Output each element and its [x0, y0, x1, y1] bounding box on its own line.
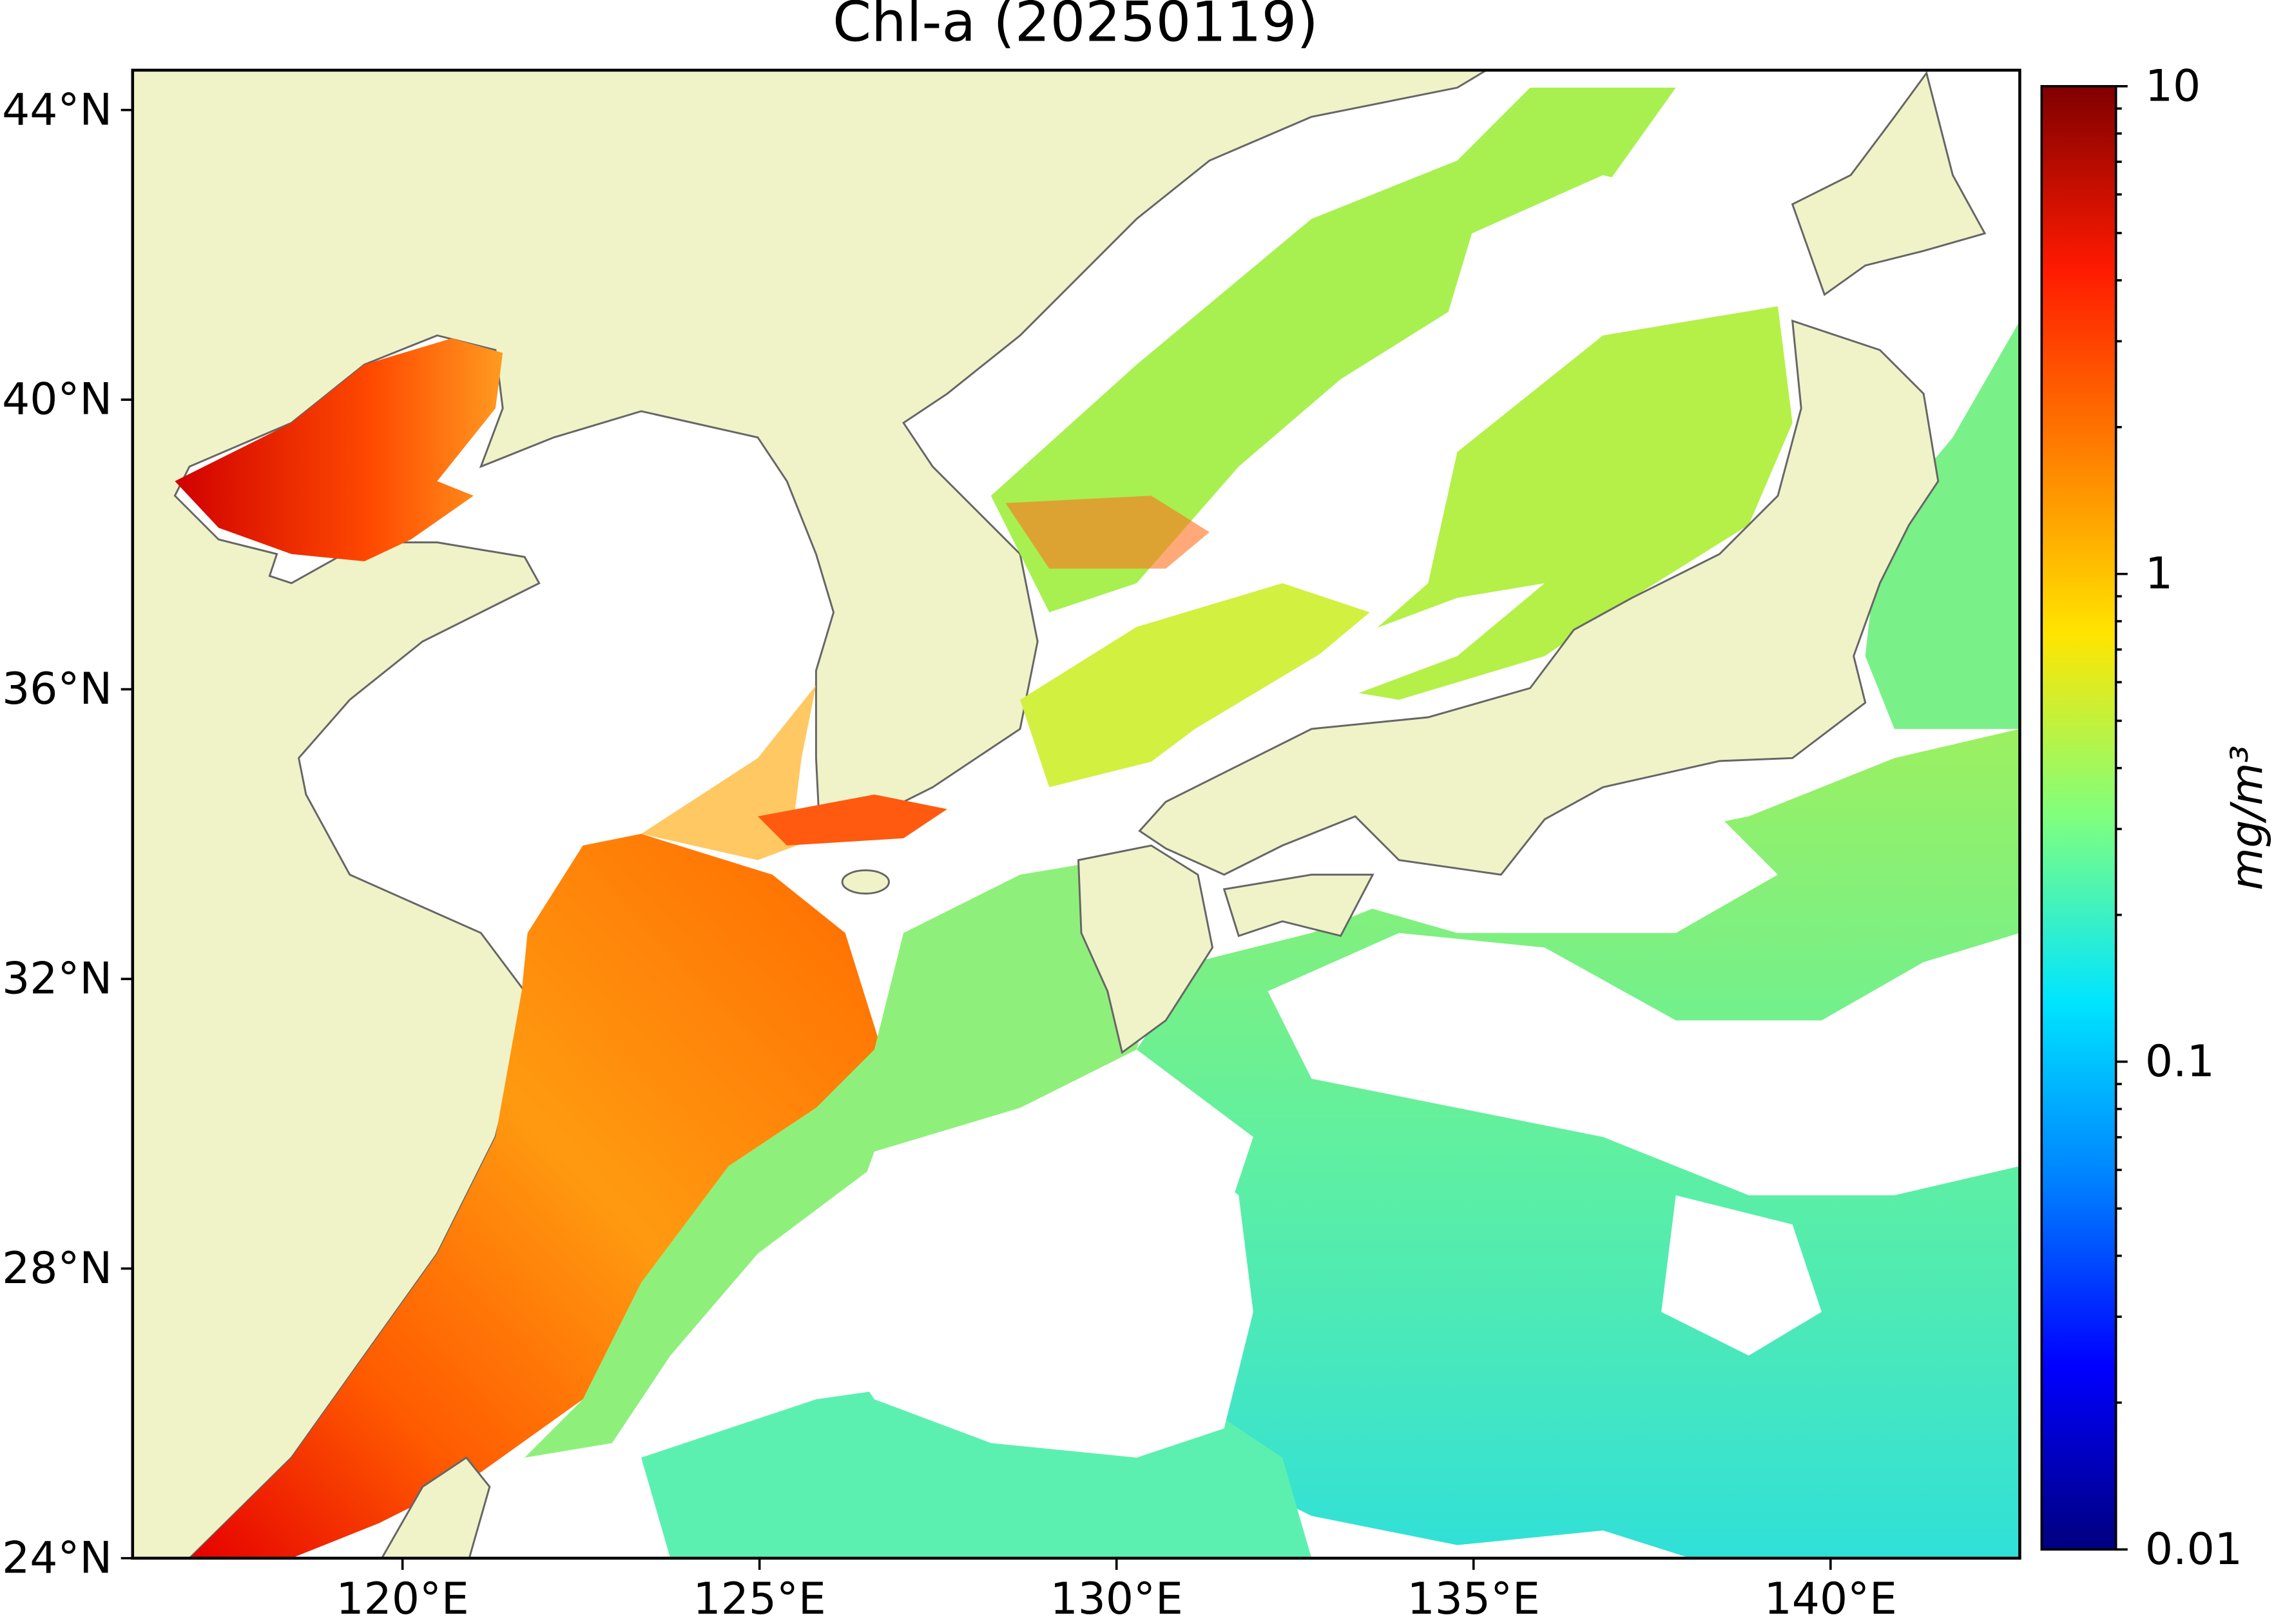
cloud	[1428, 175, 1720, 409]
cloud	[1661, 1195, 1822, 1356]
taiwan	[380, 1456, 491, 1558]
chl-pacific-north	[1865, 320, 2020, 730]
y-tick-label: 24°N	[2, 1532, 112, 1583]
map-area	[132, 70, 2020, 1558]
y-tick-label: 36°N	[2, 663, 112, 714]
cloud	[1078, 583, 1545, 846]
map-frame	[131, 68, 2021, 1560]
y-tick-label: 40°N	[2, 374, 112, 425]
chl-east-china-sea	[189, 833, 882, 1558]
x-tick-label: 130°E	[1050, 1573, 1183, 1624]
colorbar-tick-label: 0.01	[2145, 1523, 2242, 1574]
kyushu	[1077, 844, 1214, 1054]
cloud	[1268, 933, 2020, 1195]
colorbar-tick-label: 0.1	[2145, 1036, 2215, 1087]
chl-east-china-sea-outer	[525, 860, 1166, 1458]
cloud	[816, 1108, 1253, 1458]
chl-japan-sea-east	[1311, 306, 1793, 700]
x-tick-label: 120°E	[336, 1573, 469, 1624]
x-tick-label: 125°E	[693, 1573, 826, 1624]
chl-red-patch	[1005, 496, 1210, 569]
cloud	[1311, 816, 1779, 933]
colorbar	[2040, 84, 2117, 1551]
map-title: Chl-a (20250119)	[833, 0, 1318, 55]
y-tick-label: 32°N	[2, 953, 112, 1004]
colorbar-tick-label: 1	[2145, 548, 2173, 599]
chl-japan-sea-west	[990, 88, 1676, 613]
colorbar-tick-label: 10	[2145, 60, 2201, 111]
land-islands	[380, 71, 1987, 1558]
x-tick-label: 135°E	[1407, 1573, 1540, 1624]
honshu	[1138, 319, 1940, 876]
jeju	[841, 869, 890, 895]
chl-kuroshio	[1107, 729, 2020, 1558]
x-tick-label: 140°E	[1764, 1573, 1897, 1624]
y-tick-label: 28°N	[2, 1242, 112, 1293]
chl-bohai	[175, 338, 503, 562]
shikoku	[1222, 873, 1374, 938]
y-tick-label: 44°N	[2, 84, 112, 135]
colorbar-label: mg/m³	[2221, 745, 2272, 890]
chl-korea-strait	[757, 794, 947, 846]
hokkaido	[1791, 71, 1987, 296]
chl-japan-sea-south	[1020, 583, 1370, 788]
